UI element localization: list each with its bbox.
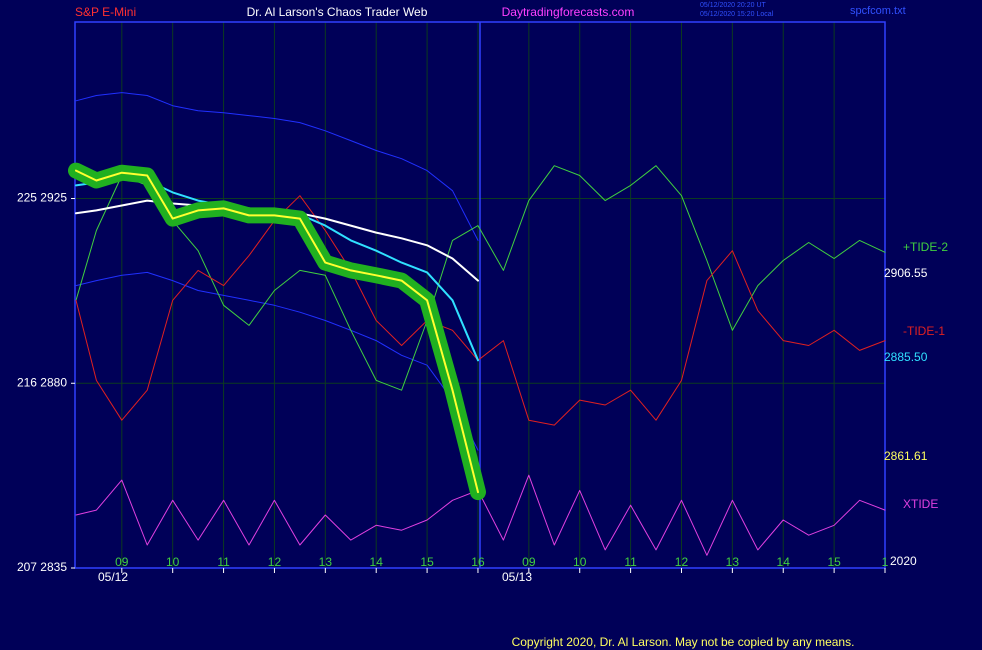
x-tick-label: 14 bbox=[777, 555, 791, 569]
annotation: -TIDE-1 bbox=[903, 324, 945, 338]
x-tick-label: 10 bbox=[166, 555, 180, 569]
title: Dr. Al Larson's Chaos Trader Web bbox=[247, 5, 428, 19]
time-local: 05/12/2020 15:20 Local bbox=[700, 11, 774, 18]
x-tick-label: 11 bbox=[624, 555, 637, 569]
x-tick-label: 09 bbox=[115, 555, 129, 569]
annotation: 2861.61 bbox=[884, 449, 928, 463]
annotation: 2020 bbox=[890, 554, 917, 568]
date-label: 05/13 bbox=[502, 570, 532, 584]
annotation: 2906.55 bbox=[884, 266, 928, 280]
x-tick-label: 14 bbox=[370, 555, 384, 569]
copyright: Copyright 2020, Dr. Al Larson. May not b… bbox=[512, 635, 855, 649]
x-tick-label: 11 bbox=[217, 555, 230, 569]
annotation: XTIDE bbox=[903, 497, 938, 511]
series-line bbox=[75, 92, 479, 241]
x-tick-label: 13 bbox=[319, 555, 333, 569]
x-tick-label: 15 bbox=[827, 555, 841, 569]
series-line bbox=[75, 271, 479, 451]
x-tick-label: 15 bbox=[420, 555, 434, 569]
y-tick-label: 225 2925 bbox=[17, 191, 67, 205]
x-tick-label: 13 bbox=[726, 555, 740, 569]
x-tick-label: 09 bbox=[522, 555, 536, 569]
series-line bbox=[75, 165, 886, 391]
time-ut: 05/12/2020 20:20 UT bbox=[700, 2, 766, 9]
x-tick-label: 10 bbox=[573, 555, 587, 569]
annotation: 2885.50 bbox=[884, 350, 928, 364]
instrument: S&P E-Mini bbox=[75, 5, 136, 19]
y-tick-label: 216 2880 bbox=[17, 375, 67, 389]
x-tick-label: 12 bbox=[675, 555, 689, 569]
date-label: 05/12 bbox=[98, 570, 128, 584]
y-tick-label: 207 2835 bbox=[17, 560, 67, 574]
x-tick-label: 12 bbox=[268, 555, 282, 569]
annotation: +TIDE-2 bbox=[903, 240, 948, 254]
x-tick-label: 16 bbox=[471, 555, 485, 569]
site: Daytradingforecasts.com bbox=[502, 5, 635, 19]
x-tick-label: 1 bbox=[882, 555, 889, 569]
series-line bbox=[75, 169, 479, 494]
file-name: spcfcom.txt bbox=[850, 5, 906, 17]
